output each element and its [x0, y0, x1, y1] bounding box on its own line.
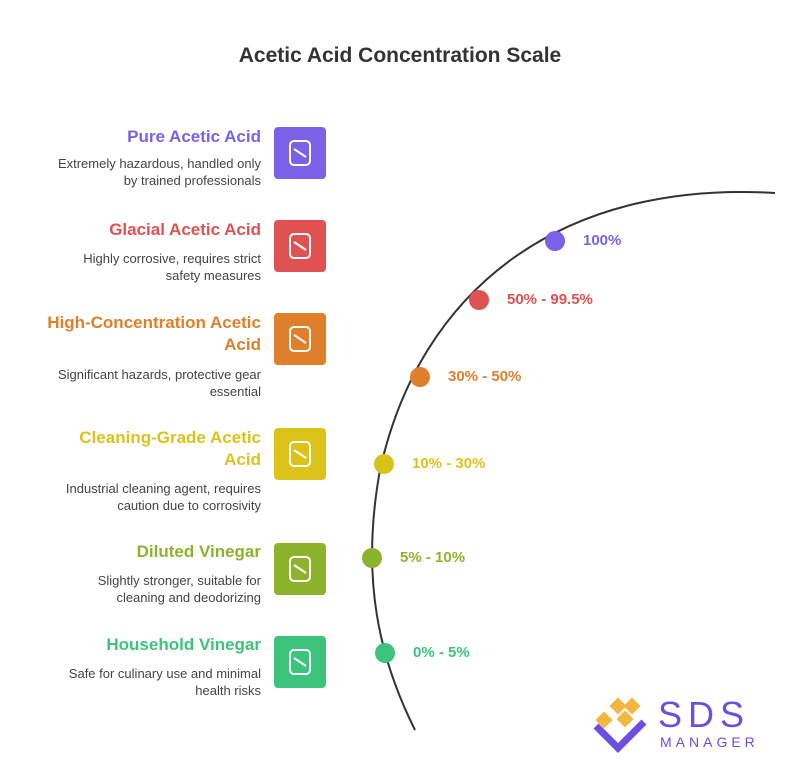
title: Acetic Acid Concentration Scale	[238, 44, 562, 67]
range-label: 0% - 5%	[413, 644, 470, 661]
item-icon	[274, 428, 326, 480]
logo-subtitle: MANAGER	[660, 734, 759, 750]
description-line: caution due to corrosivity	[117, 498, 261, 513]
scale-dot	[545, 231, 565, 251]
item-icon	[274, 543, 326, 595]
item-description: Significant hazards, protective gear esse…	[21, 366, 261, 400]
icon-glyph	[289, 649, 311, 675]
range-label: 5% - 10%	[400, 549, 466, 566]
description-line: health risks	[195, 683, 261, 698]
range-label: 50% - 99.5%	[507, 291, 593, 308]
item-icon	[274, 636, 326, 688]
icon-glyph	[289, 233, 311, 259]
logo-icon	[593, 697, 647, 753]
scale-dot	[410, 367, 430, 387]
icon-glyph	[289, 140, 311, 166]
description-line: cleaning and deodorizing	[116, 590, 261, 605]
description-line: Significant hazards, protective gear	[57, 367, 261, 382]
scale-dot	[375, 643, 395, 663]
item-name: High-Concentration Acetic Acid	[47, 313, 261, 354]
scale-dot	[374, 454, 394, 474]
item-description: Highly corrosive, requires strict safety …	[21, 250, 261, 284]
range-label: 30% - 50%	[448, 368, 522, 385]
item-name: Household Vinegar	[106, 635, 261, 654]
description-line: Safe for culinary use and minimal	[68, 666, 261, 681]
scale-dot	[362, 548, 382, 568]
scale-dot	[469, 290, 489, 310]
icon-glyph	[289, 326, 311, 352]
item-name: Cleaning-Grade Acetic Acid	[79, 428, 261, 469]
item-description: Industrial cleaning agent, requires cauti…	[21, 480, 261, 514]
scale-arc	[371, 191, 776, 731]
icon-glyph	[289, 556, 311, 582]
item-icon	[274, 220, 326, 272]
description-line: Extremely hazardous, handled only	[57, 156, 261, 171]
description-line: Slightly stronger, suitable for	[97, 573, 261, 588]
description-line: by trained professionals	[123, 173, 261, 188]
item-icon	[274, 127, 326, 179]
logo-name: SDS	[658, 694, 750, 735]
icon-glyph	[289, 441, 311, 467]
item-description: Slightly stronger, suitable for cleaning …	[21, 572, 261, 606]
item-description: Safe for culinary use and minimal health …	[21, 665, 261, 699]
description-line: Industrial cleaning agent, requires	[65, 481, 261, 496]
description-line: safety measures	[165, 268, 261, 283]
description-line: Highly corrosive, requires strict	[83, 251, 261, 266]
item-name: Glacial Acetic Acid	[109, 220, 261, 239]
range-label: 100%	[583, 232, 622, 249]
description-line: essential	[209, 384, 261, 399]
range-label: 10% - 30%	[412, 455, 486, 472]
item-name: Diluted Vinegar	[136, 542, 261, 561]
item-name: Pure Acetic Acid	[127, 127, 261, 146]
item-description: Extremely hazardous, handled only by trai…	[21, 155, 261, 189]
item-icon	[274, 313, 326, 365]
